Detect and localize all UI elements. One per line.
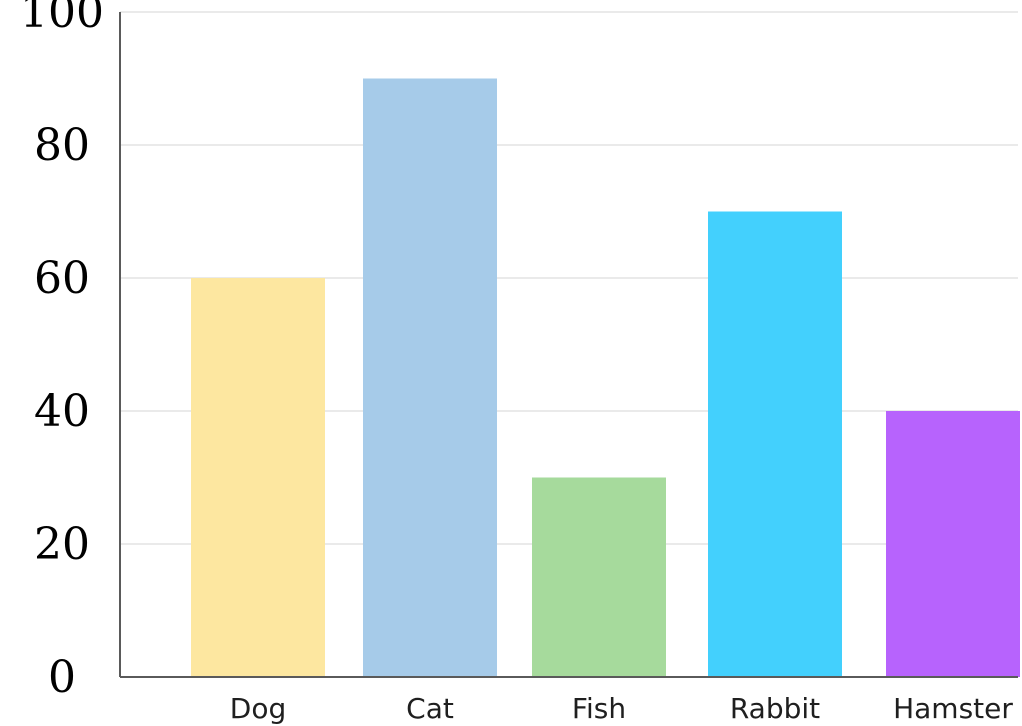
y-tick-label-80: 80 (34, 120, 90, 171)
bar-dog (191, 278, 325, 677)
x-axis-tick-labels: Dog Cat Fish Rabbit Hamster (230, 692, 1014, 725)
bar-fish (532, 477, 666, 677)
bar-rabbit (708, 211, 842, 677)
bar-cat (363, 78, 497, 677)
x-tick-label-dog: Dog (230, 692, 286, 725)
y-tick-label-100: 100 (20, 0, 104, 38)
y-axis-tick-labels: 0 20 40 60 80 100 (20, 0, 104, 703)
y-tick-label-40: 40 (34, 386, 90, 437)
x-tick-label-hamster: Hamster (893, 692, 1013, 725)
x-tick-label-cat: Cat (406, 692, 454, 725)
bars (191, 78, 1020, 677)
x-tick-label-fish: Fish (572, 692, 626, 725)
y-tick-label-20: 20 (34, 519, 90, 570)
y-tick-label-60: 60 (34, 253, 90, 304)
x-tick-label-rabbit: Rabbit (730, 692, 820, 725)
bar-hamster (886, 411, 1020, 677)
y-tick-label-0: 0 (48, 652, 76, 703)
